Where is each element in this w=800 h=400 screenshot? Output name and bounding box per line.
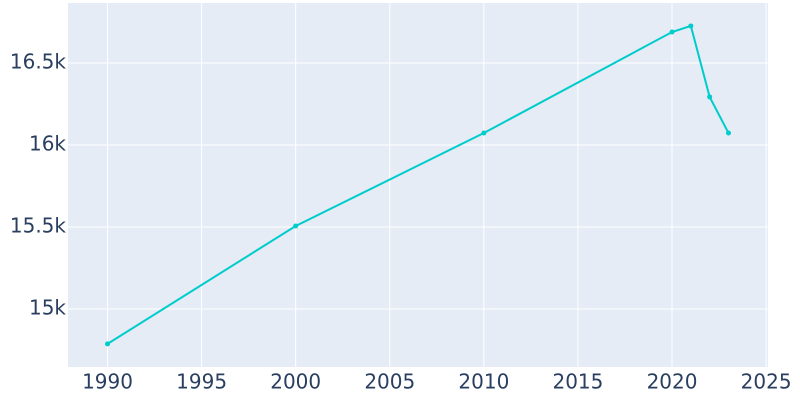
point	[105, 341, 111, 347]
point	[688, 23, 694, 29]
point	[481, 130, 487, 136]
y-tick-label: 15k	[29, 295, 66, 319]
y-tick-label: 16.5k	[10, 50, 67, 74]
point	[725, 130, 731, 136]
x-tick-label: 2000	[270, 370, 321, 394]
y-tick-label: 16k	[29, 131, 66, 155]
plot-area	[68, 3, 768, 367]
x-tick-label: 2020	[647, 370, 698, 394]
x-tick-label: 1995	[176, 370, 227, 394]
point	[707, 94, 713, 100]
point	[293, 223, 299, 229]
x-tick-label: 2025	[741, 370, 792, 394]
x-tick-label: 2015	[552, 370, 603, 394]
x-tick-label: 2005	[364, 370, 415, 394]
x-tick-label: 2010	[458, 370, 509, 394]
point	[669, 29, 675, 35]
x-tick-label: 1990	[82, 370, 133, 394]
y-tick-label: 15.5k	[10, 213, 67, 237]
